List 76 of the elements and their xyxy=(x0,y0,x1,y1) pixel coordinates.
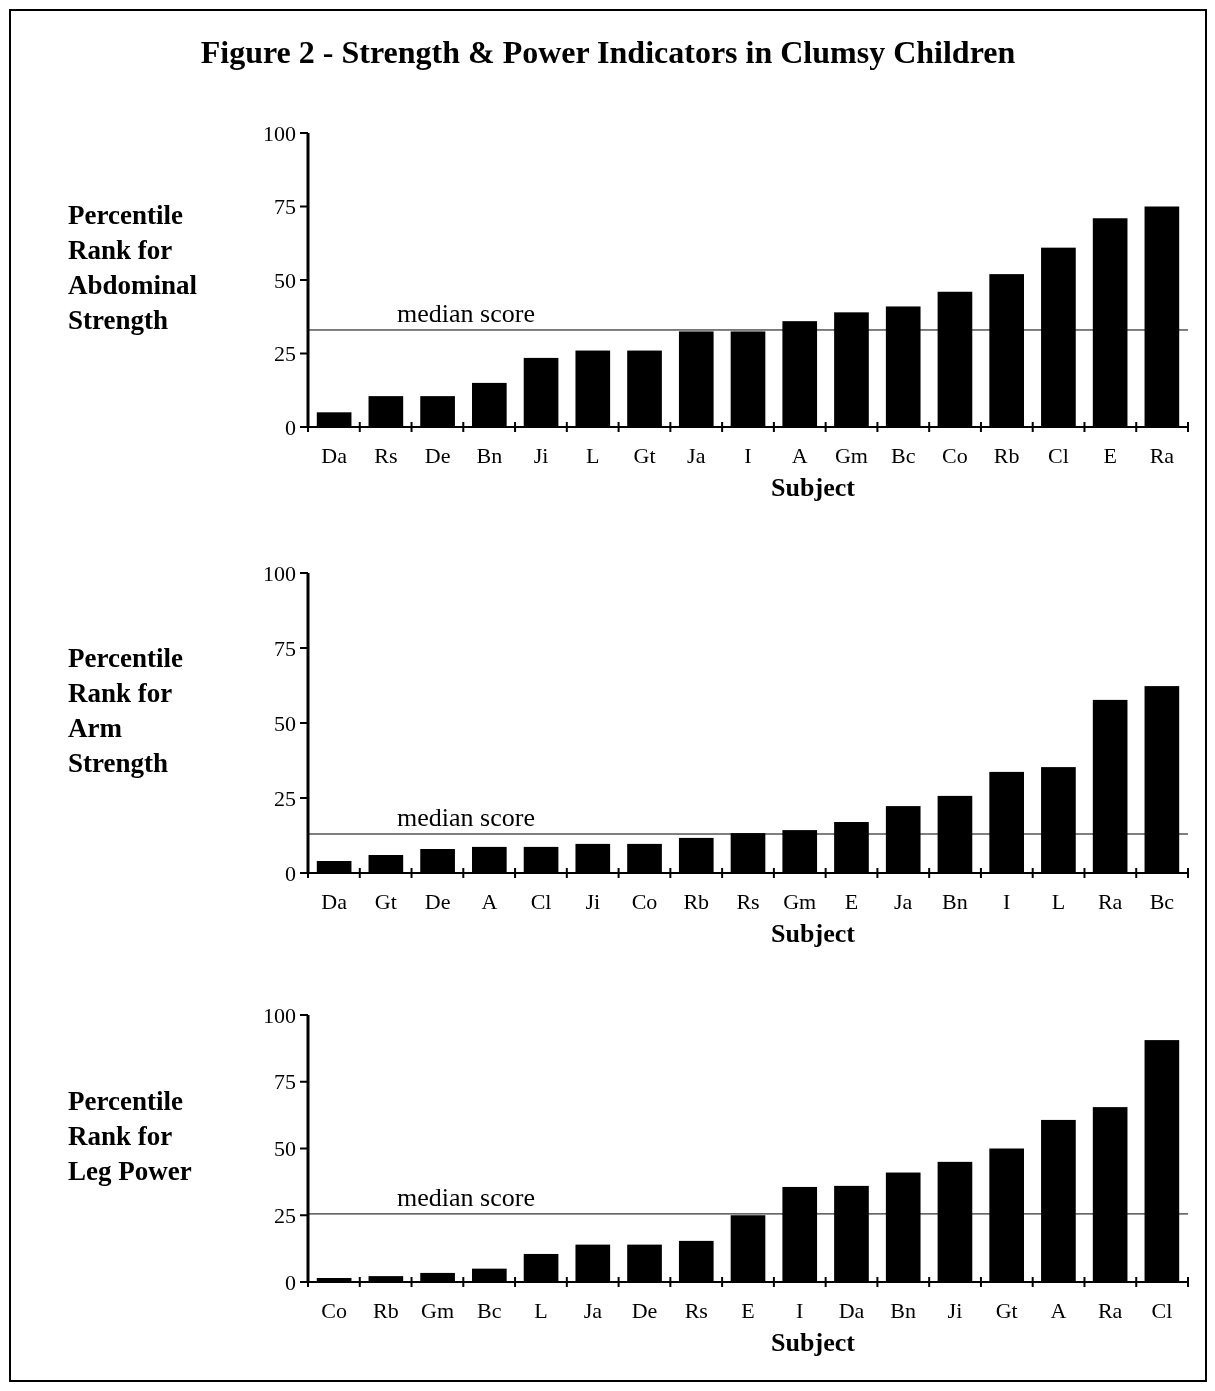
x-tick-label: Gm xyxy=(834,443,868,468)
y-tick-label: 75 xyxy=(274,194,296,220)
x-tick-label: I xyxy=(1003,889,1011,914)
y-tick-label: 100 xyxy=(263,1002,296,1028)
y-tick-label: 100 xyxy=(263,560,296,586)
x-tick-label: Bn xyxy=(942,889,968,914)
x-axis-title: Subject xyxy=(771,1328,856,1357)
x-tick-label: Co xyxy=(321,1298,347,1323)
x-tick-label: Ra xyxy=(1149,443,1175,468)
y-tick-label: 75 xyxy=(274,635,296,661)
x-tick-label: A xyxy=(481,889,498,914)
x-tick-label: Ja xyxy=(687,443,706,468)
x-tick-label: A xyxy=(1050,1298,1067,1323)
y-tick-label: 100 xyxy=(263,120,296,146)
y-tick-label: 50 xyxy=(274,267,296,293)
x-tick-label: Bc xyxy=(477,1298,502,1323)
x-tick-label: Cl xyxy=(1151,1298,1173,1323)
y-tick-label: 50 xyxy=(274,1136,296,1162)
y-tick-label: 50 xyxy=(274,710,296,736)
x-tick-label: Bn xyxy=(476,443,503,468)
x-tick-label: Da xyxy=(321,443,348,468)
x-tick-label: I xyxy=(796,1298,804,1323)
x-tick-label: A xyxy=(791,443,808,468)
x-tick-label: Ra xyxy=(1097,1298,1123,1323)
x-tick-label: Da xyxy=(321,889,348,914)
x-tick-label: L xyxy=(1051,889,1066,914)
x-tick-label: Ji xyxy=(947,1298,963,1323)
y-tick-label: 25 xyxy=(274,341,296,367)
x-tick-label: Gt xyxy=(374,889,397,914)
x-tick-label: E xyxy=(741,1298,755,1323)
x-tick-label: Co xyxy=(942,443,968,468)
x-tick-label: Da xyxy=(838,1298,865,1323)
x-tick-label: E xyxy=(1103,443,1117,468)
x-tick-label: Gt xyxy=(995,1298,1018,1323)
x-axis-title: Subject xyxy=(771,919,856,948)
x-tick-label: I xyxy=(744,443,752,468)
x-tick-label: Rb xyxy=(683,889,710,914)
ref-line-label: median score xyxy=(397,1182,535,1212)
y-tick-label: 0 xyxy=(285,414,296,440)
x-tick-label: L xyxy=(534,1298,548,1323)
x-tick-label: Ji xyxy=(533,443,549,468)
x-tick-label: L xyxy=(586,443,600,468)
y-tick-label: 75 xyxy=(274,1069,296,1095)
x-tick-label: Bc xyxy=(890,443,916,468)
x-tick-label: Gm xyxy=(421,1298,455,1323)
x-tick-label: Cl xyxy=(1048,443,1069,468)
x-tick-label: Rb xyxy=(373,1298,399,1323)
x-tick-label: Rs xyxy=(374,443,398,468)
y-tick-label: 0 xyxy=(285,1269,296,1295)
x-tick-label: E xyxy=(844,889,859,914)
y-axis-title: Percentile Rank for Leg Power xyxy=(68,1085,192,1186)
y-tick-label: 25 xyxy=(274,1202,296,1228)
x-tick-label: Gt xyxy=(633,443,656,468)
ref-line-label: median score xyxy=(397,298,535,328)
x-tick-label: Co xyxy=(631,889,658,914)
y-tick-label: 25 xyxy=(274,785,296,811)
x-tick-label: Rb xyxy=(993,443,1020,468)
x-tick-label: Ja xyxy=(583,1298,603,1323)
x-tick-label: De xyxy=(424,889,451,914)
x-tick-label: Gm xyxy=(783,889,817,914)
y-tick-label: 0 xyxy=(285,860,296,886)
x-tick-label: Ra xyxy=(1097,889,1123,914)
x-tick-label: Bc xyxy=(1149,889,1175,914)
chart-title: Figure 2 - Strength & Power Indicators in Clumsy Children xyxy=(200,34,1016,70)
y-axis-title: Percentile Rank for Abdominal Strength xyxy=(68,200,198,335)
x-tick-label: Rs xyxy=(684,1298,708,1323)
x-tick-label: Ja xyxy=(894,889,913,914)
x-tick-label: Ji xyxy=(585,889,601,914)
ref-line-label: median score xyxy=(397,803,535,832)
x-tick-label: De xyxy=(631,1298,658,1323)
x-tick-label: De xyxy=(424,443,451,468)
x-tick-label: Cl xyxy=(530,889,552,914)
y-axis-title: Percentile Rank for Arm Strength xyxy=(68,643,183,778)
x-tick-label: Rs xyxy=(736,889,760,914)
x-tick-label: Bn xyxy=(890,1298,917,1323)
x-axis-title: Subject xyxy=(771,473,856,502)
